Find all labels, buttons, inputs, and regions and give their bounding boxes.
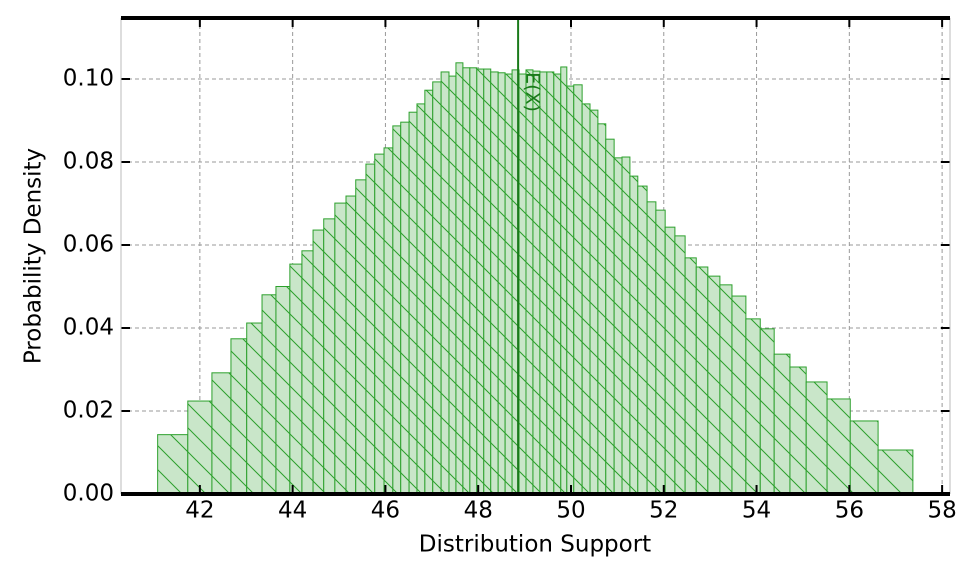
bar <box>597 123 607 495</box>
bar <box>374 153 385 495</box>
bar <box>589 109 599 495</box>
bar <box>637 185 648 495</box>
bar <box>476 68 485 495</box>
x-tick-label: 42 <box>185 498 214 524</box>
bar <box>621 156 631 495</box>
bar <box>674 235 686 495</box>
bar <box>745 318 761 495</box>
x-tick-label: 52 <box>649 498 678 524</box>
bar <box>323 218 336 495</box>
bar <box>187 400 213 495</box>
bar <box>301 250 314 495</box>
bar <box>408 111 418 495</box>
bar <box>440 71 450 495</box>
bar <box>613 157 623 495</box>
bar <box>826 398 851 495</box>
bar <box>573 84 583 495</box>
bar <box>355 179 367 495</box>
bar <box>805 381 828 495</box>
bar <box>400 121 410 495</box>
bar <box>157 434 189 495</box>
bar <box>553 73 562 495</box>
bar <box>684 257 697 495</box>
bar <box>719 284 733 495</box>
bar <box>490 71 499 495</box>
bar <box>605 138 615 495</box>
bar <box>646 201 657 495</box>
bar <box>546 71 555 495</box>
bar <box>462 67 471 495</box>
y-tick-label: 0.00 <box>63 481 114 507</box>
bar <box>707 275 721 495</box>
bar <box>539 71 548 495</box>
bar <box>345 195 357 495</box>
y-tick-label: 0.04 <box>63 315 114 341</box>
bar <box>759 328 775 495</box>
x-tick-label: 44 <box>278 498 307 524</box>
bar <box>246 322 263 495</box>
x-tick-label: 50 <box>556 498 585 524</box>
y-tick-label: 0.06 <box>63 232 114 258</box>
bar <box>334 202 347 495</box>
y-tick-label: 0.08 <box>63 149 114 175</box>
bar <box>566 85 575 495</box>
x-axis-label: Distribution Support <box>419 532 651 558</box>
x-tick-label: 56 <box>835 498 864 524</box>
bar <box>365 163 376 495</box>
bar <box>504 73 513 495</box>
bar <box>312 229 325 495</box>
bar <box>773 353 791 495</box>
bar <box>655 209 666 495</box>
bar <box>525 69 534 495</box>
x-tick-label: 46 <box>371 498 400 524</box>
bar <box>289 263 303 495</box>
y-axis-label: Probability Density <box>21 148 47 364</box>
x-tick-label: 48 <box>464 498 493 524</box>
bar <box>230 338 248 495</box>
bar <box>877 449 914 495</box>
bar <box>664 226 676 495</box>
bar <box>731 295 747 495</box>
bar <box>497 72 506 495</box>
bar <box>392 125 402 495</box>
bar <box>448 75 457 495</box>
bar <box>275 286 291 495</box>
bar <box>211 372 232 495</box>
bar <box>518 73 527 495</box>
bar <box>849 420 879 495</box>
bar <box>469 67 478 495</box>
x-tick-label: 58 <box>927 498 956 524</box>
y-tick-label: 0.10 <box>63 66 114 92</box>
bar <box>581 103 591 495</box>
bar <box>483 68 492 495</box>
bar <box>695 266 709 495</box>
bar <box>789 366 807 495</box>
mean-label: E(X) <box>522 72 544 112</box>
bar <box>629 175 639 495</box>
bar <box>261 294 277 495</box>
bar <box>560 66 568 495</box>
bar <box>416 103 426 495</box>
bar <box>532 70 541 495</box>
x-tick-label: 54 <box>742 498 771 524</box>
y-tick-label: 0.02 <box>63 398 114 424</box>
bar <box>383 147 394 495</box>
bar <box>432 81 442 495</box>
bar <box>424 89 434 495</box>
bar <box>455 62 464 495</box>
